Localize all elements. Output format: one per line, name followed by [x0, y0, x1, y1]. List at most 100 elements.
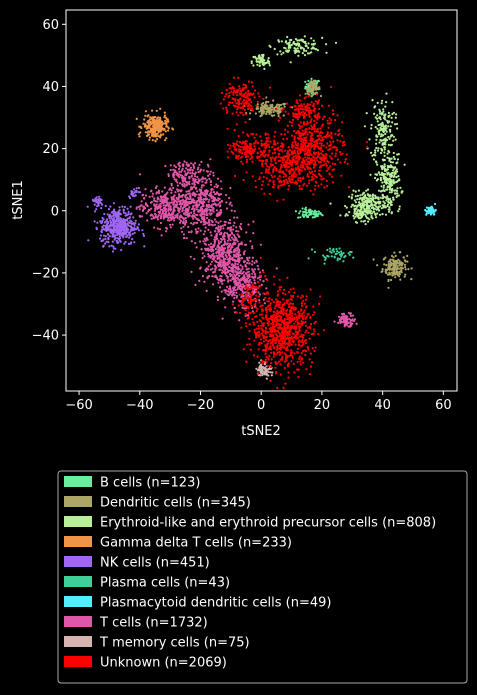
scatter-point: [254, 282, 257, 285]
scatter-point: [281, 303, 284, 307]
scatter-point: [119, 217, 122, 220]
scatter-point: [269, 111, 272, 114]
scatter-point: [222, 297, 225, 301]
scatter-point: [266, 278, 269, 282]
scatter-point: [366, 197, 369, 200]
scatter-point: [388, 128, 391, 131]
scatter-point: [381, 168, 384, 171]
scatter-point: [280, 53, 283, 56]
scatter-point: [233, 306, 236, 310]
scatter-point: [296, 368, 299, 371]
scatter-point: [387, 115, 390, 118]
scatter-point: [165, 230, 168, 233]
scatter-point: [343, 161, 346, 164]
scatter-point: [345, 213, 348, 216]
scatter-point: [156, 132, 159, 135]
scatter-point: [106, 213, 109, 216]
scatter-point: [201, 256, 204, 260]
scatter-point: [265, 336, 268, 339]
scatter-point: [267, 368, 270, 371]
scatter-point: [204, 239, 207, 242]
scatter-point: [189, 197, 192, 201]
scatter-point: [294, 320, 297, 323]
scatter-point: [203, 230, 207, 233]
scatter-point: [131, 238, 134, 241]
scatter-point: [298, 312, 301, 315]
scatter-point: [284, 358, 287, 361]
scatter-point: [181, 184, 184, 187]
scatter-point: [209, 242, 213, 245]
scatter-point: [349, 318, 352, 321]
scatter-point: [150, 116, 153, 119]
scatter-point: [361, 196, 364, 200]
scatter-point: [378, 116, 381, 119]
scatter-point: [273, 283, 276, 286]
scatter-point: [249, 240, 252, 243]
scatter-point: [199, 196, 202, 199]
scatter-point: [293, 291, 296, 294]
scatter-point: [316, 128, 319, 131]
scatter-point: [382, 184, 386, 187]
scatter-point: [192, 205, 195, 208]
scatter-point: [312, 212, 315, 216]
scatter-point: [259, 271, 262, 274]
scatter-point: [208, 275, 211, 278]
scatter-point: [284, 356, 288, 359]
scatter-point: [191, 215, 194, 218]
scatter-point: [319, 295, 322, 298]
scatter-point: [266, 343, 269, 346]
scatter-point: [234, 270, 237, 273]
scatter-point: [156, 129, 159, 132]
scatter-point: [345, 206, 348, 209]
scatter-point: [370, 212, 374, 215]
scatter-point: [230, 209, 233, 212]
scatter-point: [359, 202, 362, 205]
scatter-point: [180, 216, 183, 219]
scatter-point: [135, 117, 138, 120]
scatter-point: [356, 198, 359, 201]
scatter-point: [317, 79, 320, 82]
scatter-point: [186, 201, 189, 204]
scatter-point: [96, 221, 99, 224]
scatter-point: [121, 227, 124, 230]
scatter-point: [300, 301, 303, 305]
scatter-point: [273, 114, 276, 117]
scatter-point: [228, 257, 231, 260]
scatter-point: [303, 210, 306, 213]
scatter-point: [283, 133, 286, 136]
scatter-point: [326, 142, 329, 145]
scatter-point: [223, 279, 226, 282]
scatter-point: [298, 50, 301, 53]
scatter-point: [158, 118, 161, 121]
scatter-point: [187, 182, 191, 185]
scatter-point: [266, 308, 269, 311]
scatter-point: [388, 188, 392, 191]
scatter-point: [380, 102, 383, 105]
scatter-point: [267, 60, 271, 63]
scatter-point: [189, 195, 192, 198]
scatter-point: [181, 169, 184, 172]
scatter-point: [216, 254, 219, 258]
scatter-point: [400, 191, 403, 194]
scatter-point: [355, 221, 359, 224]
scatter-point: [395, 113, 398, 116]
scatter-point: [164, 197, 167, 200]
scatter-point: [315, 141, 318, 144]
scatter-point: [223, 247, 226, 250]
scatter-point: [291, 106, 294, 109]
scatter-point: [233, 210, 236, 213]
scatter-point: [302, 311, 305, 314]
scatter-point: [404, 273, 407, 276]
scatter-point: [305, 211, 308, 214]
scatter-point: [97, 202, 100, 205]
scatter-point: [385, 101, 388, 104]
scatter-point: [236, 233, 239, 236]
scatter-point: [258, 55, 261, 58]
scatter-point: [112, 245, 115, 248]
scatter-point: [273, 353, 276, 356]
scatter-point: [210, 223, 213, 226]
scatter-point: [216, 199, 220, 202]
scatter-point: [268, 44, 271, 47]
scatter-point: [384, 213, 388, 216]
scatter-point: [275, 267, 278, 270]
